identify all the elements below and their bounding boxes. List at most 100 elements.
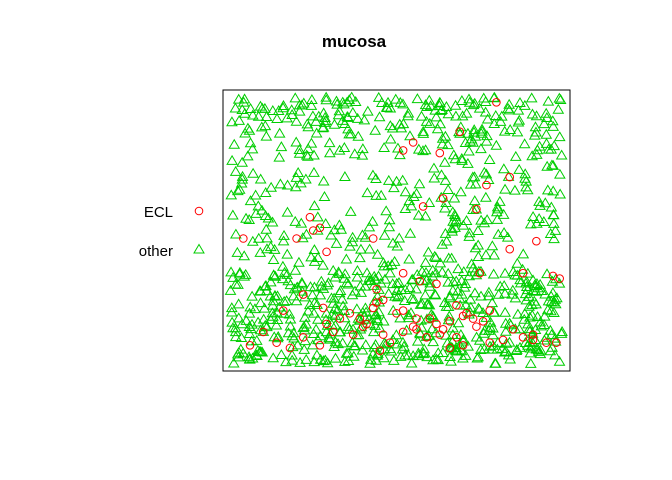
other-point	[271, 112, 283, 123]
other-point	[463, 230, 476, 241]
other-point	[382, 174, 395, 185]
other-point	[546, 275, 559, 286]
other-point	[504, 319, 517, 330]
other-point	[252, 232, 265, 243]
other-point	[472, 225, 484, 236]
other-point	[457, 335, 470, 346]
other-point	[260, 223, 273, 234]
other-point	[402, 110, 414, 121]
other-point	[469, 242, 482, 253]
other-point	[354, 252, 366, 263]
other-point	[312, 313, 324, 324]
other-point	[231, 246, 244, 257]
legend-marker-ecl	[194, 206, 204, 216]
other-point	[462, 127, 474, 138]
other-point	[307, 110, 319, 121]
ecl-point	[475, 268, 485, 278]
other-point	[269, 270, 282, 281]
other-point	[243, 124, 256, 135]
ecl-point	[552, 338, 561, 347]
other-point	[314, 353, 327, 364]
other-point	[344, 205, 357, 216]
other-point	[510, 344, 523, 355]
other-point	[390, 277, 403, 288]
other-point	[233, 268, 246, 279]
other-point	[483, 153, 496, 164]
other-point	[422, 246, 435, 257]
other-point	[330, 237, 343, 248]
other-point	[226, 316, 238, 327]
other-point	[372, 91, 385, 102]
other-point	[254, 285, 267, 296]
other-point	[472, 302, 485, 313]
other-point	[423, 280, 436, 291]
other-point	[460, 214, 473, 225]
other-point	[254, 345, 267, 356]
other-point	[478, 217, 491, 228]
other-point	[320, 94, 333, 105]
other-point	[487, 306, 500, 317]
other-point	[273, 151, 286, 162]
ecl-point	[518, 333, 528, 342]
other-point	[346, 231, 359, 242]
other-point	[537, 215, 550, 226]
other-point	[504, 123, 517, 134]
other-point	[332, 338, 344, 349]
other-point	[238, 250, 251, 261]
other-point	[472, 251, 485, 261]
other-point	[490, 139, 503, 150]
other-point	[435, 169, 448, 180]
other-point	[535, 285, 548, 296]
other-point	[346, 236, 359, 247]
other-point	[464, 301, 477, 312]
other-point	[297, 97, 310, 108]
other-point	[290, 136, 303, 147]
other-point	[249, 189, 262, 200]
other-point	[439, 174, 452, 185]
other-point	[251, 350, 263, 360]
other-point	[311, 334, 324, 345]
other-point	[243, 328, 256, 339]
other-point	[426, 323, 438, 334]
other-point	[462, 157, 474, 168]
other-point	[355, 243, 367, 254]
other-point	[410, 283, 423, 294]
other-point	[442, 184, 454, 195]
other-point	[398, 340, 410, 351]
other-point	[289, 215, 302, 226]
other-point	[226, 154, 238, 165]
other-point	[476, 123, 488, 134]
other-point	[423, 329, 435, 340]
other-point	[389, 290, 401, 301]
other-point	[359, 302, 372, 313]
other-point	[555, 149, 568, 160]
other-point	[526, 299, 538, 310]
other-point	[338, 98, 350, 109]
other-point	[445, 355, 457, 366]
ecl-point	[468, 314, 478, 323]
other-point	[286, 349, 298, 360]
other-point	[417, 145, 429, 156]
other-point	[229, 331, 242, 342]
other-point	[246, 352, 259, 363]
other-point	[356, 229, 369, 240]
other-point	[281, 206, 294, 217]
other-point	[317, 259, 329, 270]
other-point	[538, 310, 551, 321]
other-point	[286, 354, 299, 365]
other-point	[436, 238, 449, 249]
other-point	[407, 293, 420, 304]
other-point	[328, 341, 341, 352]
other-point	[237, 347, 250, 358]
other-point	[416, 275, 429, 286]
other-point	[449, 221, 461, 232]
other-point	[514, 96, 526, 107]
other-point	[468, 195, 481, 206]
other-point	[521, 184, 534, 195]
other-point	[323, 332, 335, 343]
other-point	[413, 178, 426, 189]
other-point	[487, 339, 499, 350]
other-point	[514, 277, 527, 288]
ecl-point	[432, 319, 441, 329]
other-point	[393, 232, 406, 243]
